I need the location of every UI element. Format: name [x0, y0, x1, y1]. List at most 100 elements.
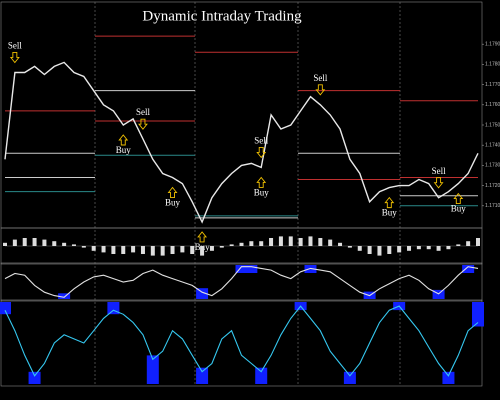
y-tick-label: 1.1750 — [485, 122, 500, 128]
extreme-zone — [146, 355, 159, 384]
histogram-bar — [12, 239, 17, 246]
histogram-bar — [466, 241, 471, 246]
histogram-bar — [426, 246, 431, 250]
histogram-bar — [71, 244, 76, 246]
extreme-zone — [304, 265, 317, 273]
extreme-zone — [196, 367, 209, 384]
signal-label: Sell — [432, 166, 447, 176]
panel-frame — [0, 262, 483, 302]
histogram-bar — [407, 246, 412, 251]
histogram-bar — [131, 246, 136, 253]
signal-label: Sell — [8, 41, 23, 51]
signal-arrow — [138, 118, 148, 130]
histogram-bar — [3, 242, 7, 246]
signal-arrow — [197, 231, 208, 243]
signal-arrow — [167, 186, 178, 198]
y-tick-label: 1.1740 — [485, 143, 500, 149]
extreme-zone — [196, 288, 209, 299]
histogram-bar — [259, 241, 264, 246]
histogram-bar — [288, 236, 293, 246]
histogram-bar — [377, 246, 382, 256]
histogram-bar — [160, 246, 165, 256]
price-line — [4, 266, 479, 298]
histogram-bar — [32, 238, 37, 246]
signal-label: Sell — [136, 107, 151, 117]
histogram-bar — [436, 246, 441, 251]
signal-arrow — [315, 84, 326, 96]
histogram-bar — [170, 246, 175, 254]
signal-arrow — [453, 192, 464, 205]
histogram-bar — [150, 246, 155, 256]
histogram-bar — [190, 246, 195, 254]
histogram-bar — [347, 246, 352, 248]
histogram-bar — [209, 246, 214, 251]
signal-label: Buy — [254, 187, 270, 197]
histogram-bar — [180, 246, 185, 253]
panel-frame — [0, 299, 483, 387]
histogram-bar — [476, 238, 480, 246]
y-tick-label: 1.1720 — [485, 183, 500, 189]
extreme-zone — [472, 302, 484, 327]
histogram-bar — [446, 246, 451, 250]
histogram-bar — [22, 238, 27, 246]
histogram-bar — [229, 244, 234, 246]
histogram-bar — [81, 246, 86, 248]
signal-arrow — [384, 196, 395, 209]
extreme-zone — [245, 265, 258, 273]
extreme-zone — [0, 302, 11, 315]
signal-arrow — [433, 177, 444, 189]
histogram-bar — [91, 246, 96, 251]
histogram-bar — [318, 238, 323, 246]
extreme-zone — [255, 367, 268, 384]
extreme-zone — [462, 265, 475, 273]
y-tick-label: 1.1770 — [485, 82, 500, 88]
histogram-bar — [328, 239, 333, 246]
y-tick-label: 1.1790 — [485, 42, 500, 48]
histogram-bar — [62, 242, 67, 246]
signal-label: Sell — [254, 135, 269, 145]
signal-label: Buy — [382, 208, 398, 218]
histogram-bar — [367, 246, 372, 254]
price-line — [4, 305, 479, 377]
signal-label: Buy — [451, 204, 467, 214]
histogram-bar — [298, 238, 303, 246]
histogram-bar — [357, 246, 362, 251]
y-tick-label: 1.1710 — [485, 203, 500, 209]
histogram-bar — [308, 236, 313, 246]
price-line — [4, 61, 479, 224]
histogram-bar — [249, 241, 254, 246]
y-tick-label: 1.1730 — [485, 163, 500, 169]
histogram-bar — [101, 246, 106, 253]
histogram-bar — [456, 244, 461, 246]
histogram-bar — [338, 242, 343, 246]
histogram-bar — [121, 246, 126, 254]
histogram-bar — [269, 238, 274, 246]
y-tick-label: 1.1780 — [485, 62, 500, 68]
histogram-bar — [140, 246, 145, 254]
histogram-bar — [42, 239, 47, 246]
extreme-zone — [235, 265, 248, 273]
signal-label: Buy — [116, 145, 132, 155]
extreme-zone — [28, 371, 41, 384]
signal-label: Buy — [165, 198, 181, 208]
histogram-bar — [52, 241, 57, 246]
histogram-bar — [278, 236, 283, 246]
signal-arrow — [256, 176, 267, 188]
chart-title: Dynamic Intraday Trading — [142, 8, 302, 24]
signal-arrow — [118, 134, 129, 146]
signal-arrow — [256, 146, 267, 159]
histogram-bar — [387, 246, 392, 254]
extreme-zone — [58, 293, 71, 299]
histogram-bar — [239, 242, 244, 246]
histogram-bar — [416, 246, 421, 250]
extreme-zone — [343, 371, 356, 384]
y-tick-label: 1.1760 — [485, 102, 500, 108]
extreme-zone — [442, 371, 455, 384]
panel-frame — [0, 227, 483, 265]
signal-arrow — [9, 52, 20, 64]
histogram-bar — [200, 246, 205, 256]
histogram-bar — [219, 246, 224, 248]
